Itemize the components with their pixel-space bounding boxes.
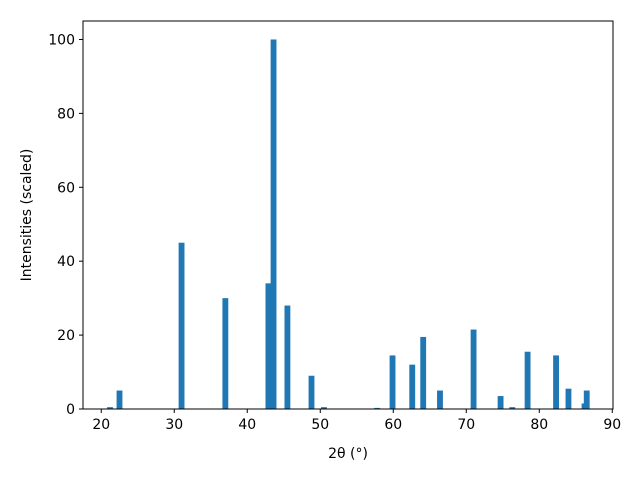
- bar: [420, 336, 427, 409]
- bar: [178, 242, 185, 409]
- bar: [320, 407, 327, 409]
- x-tick-label: 20: [92, 417, 110, 433]
- y-tick-label: 0: [66, 402, 75, 418]
- y-tick-label: 40: [57, 254, 75, 270]
- y-tick-label: 80: [57, 106, 75, 122]
- y-axis-label: Intensities (scaled): [19, 149, 35, 282]
- x-tick-label: 90: [603, 417, 621, 433]
- plot-frame: [82, 20, 614, 410]
- bar: [222, 298, 229, 409]
- x-tick-label: 50: [311, 417, 329, 433]
- bar: [284, 305, 291, 409]
- x-tick-label: 30: [165, 417, 183, 433]
- bar: [374, 407, 381, 409]
- bar: [553, 355, 559, 409]
- x-tick-label: 60: [384, 417, 402, 433]
- bar: [565, 388, 572, 409]
- x-axis-label: 2θ (°): [328, 446, 368, 462]
- y-tick-label: 20: [57, 328, 75, 344]
- bar: [265, 283, 272, 409]
- bar: [409, 364, 416, 409]
- bar: [524, 351, 531, 409]
- y-tick-label: 60: [57, 180, 75, 196]
- bar: [116, 390, 123, 409]
- y-tick-label: 100: [48, 32, 75, 48]
- bar: [437, 390, 443, 409]
- bar: [308, 375, 315, 409]
- bar: [107, 407, 113, 409]
- bar: [389, 355, 396, 409]
- x-tick-label: 80: [530, 417, 548, 433]
- bar: [497, 396, 504, 409]
- bar: [583, 390, 590, 409]
- bar: [509, 407, 516, 409]
- bar: [270, 39, 277, 409]
- x-tick-label: 70: [457, 417, 475, 433]
- x-tick-label: 40: [238, 417, 256, 433]
- bar: [470, 329, 477, 409]
